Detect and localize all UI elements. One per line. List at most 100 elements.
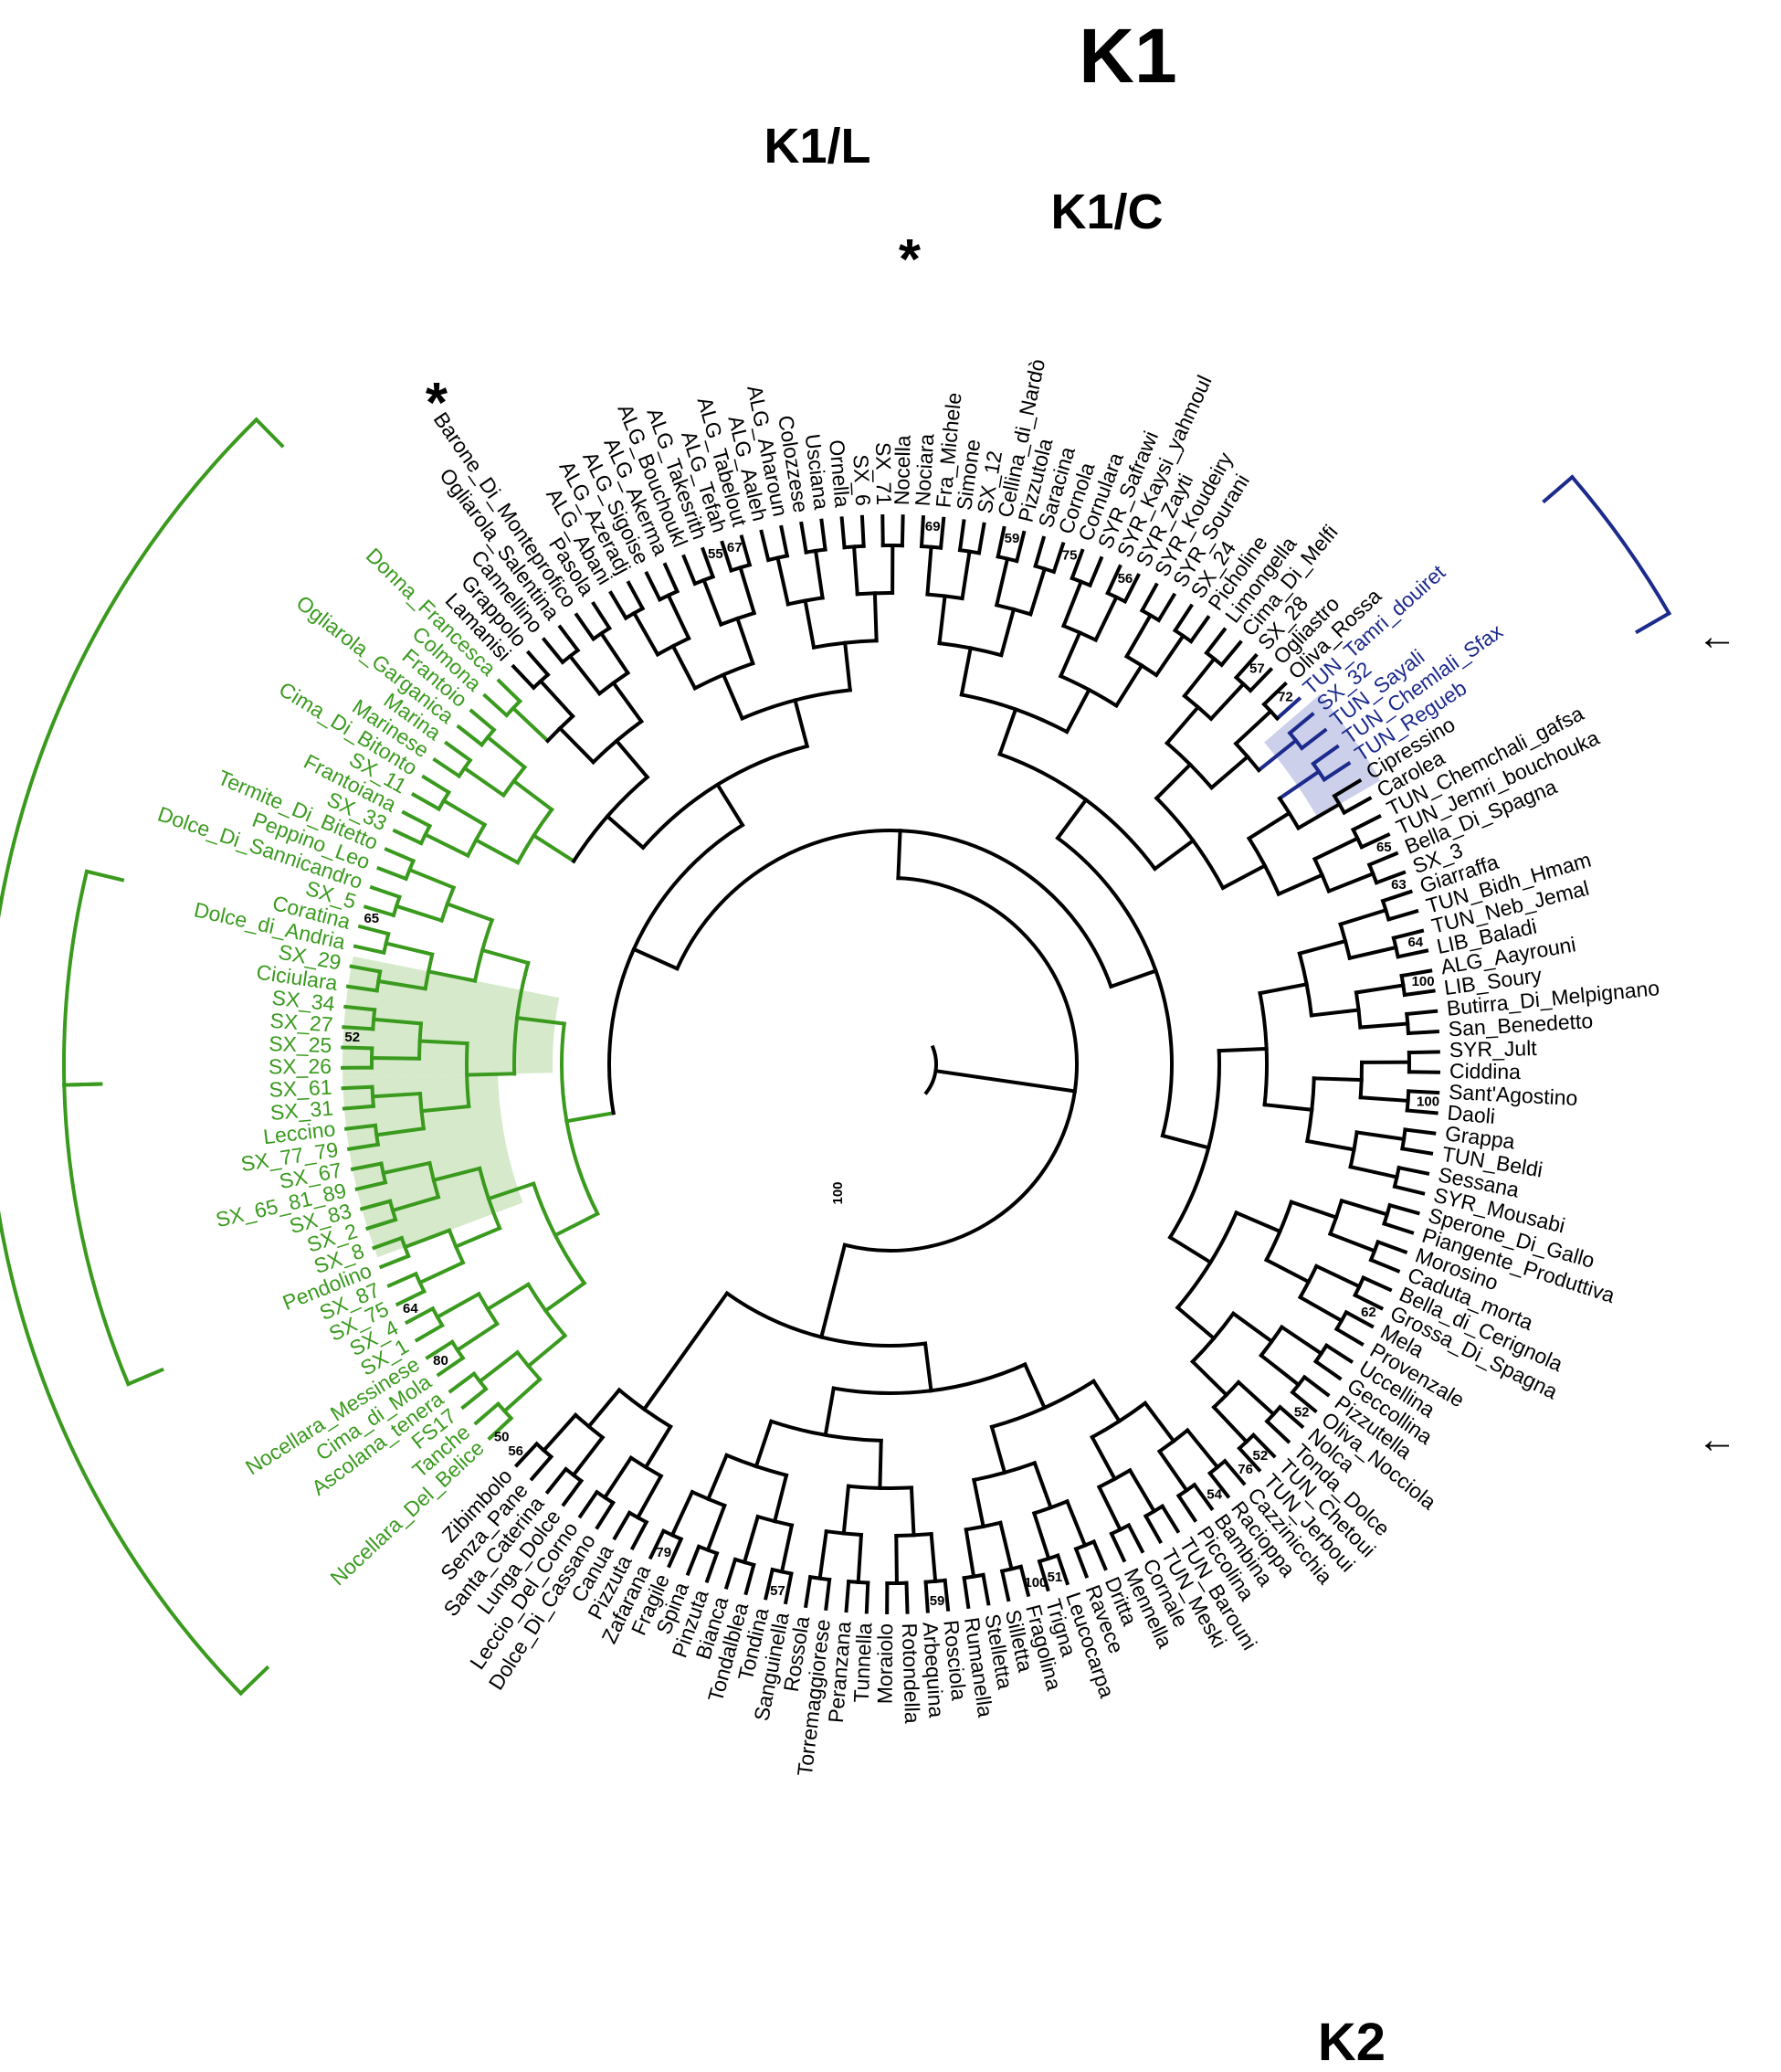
branch-radial [386,1271,418,1288]
k2-bracket [1569,474,1672,617]
branch-radial [1236,1380,1277,1417]
branch-radial [925,544,933,597]
branch-radial [426,969,478,983]
branch-radial [1400,1147,1434,1156]
branch-radial [779,524,790,558]
bootstrap-value: 100 [1412,974,1435,989]
branch-radial [997,1520,1014,1571]
branch-radial [1305,1138,1356,1152]
branch-radial [1386,908,1419,922]
branch-radial [417,1260,466,1285]
branch-radial [929,1531,938,1584]
branch-radial [817,1528,828,1580]
leaf-label: SX_61 [269,1075,332,1102]
branch-radial [402,1228,452,1250]
bootstrap-value: 72 [1278,690,1293,705]
branch-radial [994,556,1010,608]
branch-radial [1277,1404,1305,1430]
branch-radial [384,847,416,863]
tree-branches [340,514,1440,1615]
branch-radial [793,698,810,749]
branch-radial [432,756,462,779]
branch-radial [460,1386,489,1411]
branch-radial [544,1466,569,1495]
bootstrap-value: 100 [1417,1094,1439,1109]
branch-radial [1014,530,1027,564]
branch-radial [670,643,698,692]
branch-radial [473,1401,501,1426]
branch-radial [1350,814,1382,832]
branch-radial [390,1194,441,1213]
branch-radial [1406,1029,1440,1036]
branch-radial [1139,582,1159,613]
branch-radial [585,1387,622,1430]
branch-radial [1403,1127,1437,1136]
branch-radial [595,1500,616,1530]
branch-radial [610,680,645,724]
branch-radial [1258,981,1309,996]
branch-radial [1387,1202,1420,1216]
branch-radial [667,1537,684,1569]
branch-radial [1220,862,1268,891]
branch-radial [414,1323,445,1343]
branch-radial [1217,1046,1269,1053]
bootstrap-value: 52 [1294,1404,1310,1420]
branch-radial [739,534,753,567]
branch-radial [851,544,859,597]
branch-radial [574,612,596,642]
branch-radial [962,1575,971,1610]
branch-radial [818,1242,848,1339]
branch-radial [856,1532,864,1585]
branch-radial [1156,592,1177,623]
branch-radial [1299,727,1328,751]
branch-radial [900,514,905,548]
k2-bracket-tick [1542,474,1576,504]
branch-radial [1160,1133,1211,1150]
branch-radial [775,555,791,607]
branch-radial [1182,656,1217,699]
branch-radial [591,600,613,631]
branch-radial [1028,566,1048,617]
branch-radial [894,1533,899,1585]
branch-radial [602,1454,634,1500]
k1c-bracket-tick [84,869,125,883]
branch-radial [1233,708,1274,746]
branch-radial [1218,640,1243,668]
branch-radial [343,1123,378,1131]
branch-radial [487,1415,514,1442]
bootstrap-value: 64 [403,1301,418,1316]
branch-radial [844,1579,851,1613]
branch-radial [933,1068,1078,1094]
leaf-label: SX_6 [848,454,875,507]
branch-radial [720,540,734,573]
branch-radial [998,607,1017,658]
branch-radial [345,984,380,993]
branch-radial [1374,870,1407,885]
branch-radial [631,946,680,971]
branch-radial [943,1578,951,1612]
branch-radial [662,562,680,594]
branch-radial [1313,1263,1362,1289]
branch-radial [648,1528,667,1560]
branch-radial [395,1288,427,1307]
branch-radial [343,1004,377,1012]
branch-radial [1211,1404,1249,1444]
branch-radial [1326,871,1375,894]
branch-radial [465,1072,517,1077]
branch-radial [803,1574,813,1609]
branch-radial [704,1550,720,1583]
branch-radial [872,591,879,643]
branch-radial [567,653,603,696]
branch-radial [354,1179,388,1191]
branch-radial [423,831,471,859]
branch-radial [511,663,537,691]
bootstrap-value: 75 [1062,548,1078,564]
branch-radial [1353,1292,1385,1311]
branch-radial [721,671,745,721]
branch-radial [681,554,698,587]
branch-radial [473,837,521,865]
branch-radial [1312,835,1360,862]
branch-radial [598,630,631,676]
leaf-label: SX_27 [269,1009,334,1037]
branch-radial [1189,1358,1229,1398]
